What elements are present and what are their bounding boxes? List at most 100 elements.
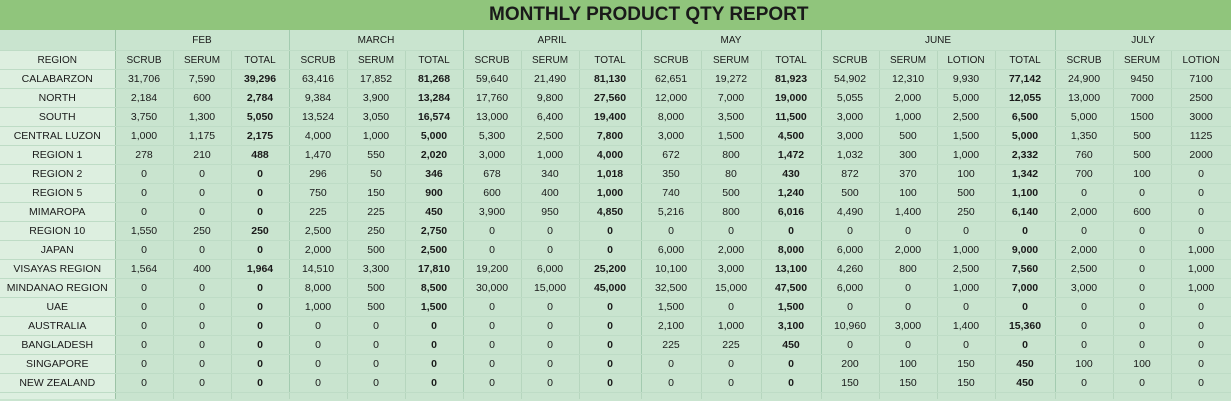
total-cell[interactable]: 27,560 bbox=[579, 88, 642, 108]
total-cell[interactable]: 1,342 bbox=[995, 164, 1056, 184]
qty-cell[interactable]: 150 bbox=[937, 354, 996, 374]
qty-cell[interactable]: 0 bbox=[1113, 221, 1172, 241]
qty-cell[interactable]: 2000 bbox=[1171, 145, 1231, 165]
qty-cell[interactable]: 3,000 bbox=[463, 145, 522, 165]
qty-cell[interactable]: 4,260 bbox=[821, 259, 880, 279]
qty-cell[interactable]: 225 bbox=[289, 202, 348, 222]
blank-header-cell[interactable] bbox=[0, 30, 116, 51]
qty-cell[interactable]: 0 bbox=[173, 373, 232, 393]
total-cell[interactable]: 5,050 bbox=[231, 107, 290, 127]
qty-cell[interactable]: 0 bbox=[879, 335, 938, 355]
qty-cell[interactable]: 750 bbox=[289, 183, 348, 203]
total-cell[interactable]: 5,000 bbox=[405, 126, 464, 146]
region-cell[interactable]: AUSTRALIA bbox=[0, 316, 116, 336]
empty-cell[interactable] bbox=[0, 392, 116, 399]
qty-cell[interactable]: 1,000 bbox=[701, 316, 762, 336]
qty-cell[interactable]: 0 bbox=[1113, 316, 1172, 336]
qty-cell[interactable]: 0 bbox=[1055, 373, 1114, 393]
qty-cell[interactable]: 13,000 bbox=[463, 107, 522, 127]
total-cell[interactable]: 6,016 bbox=[761, 202, 822, 222]
qty-cell[interactable]: 500 bbox=[347, 278, 406, 298]
qty-cell[interactable]: 3,900 bbox=[463, 202, 522, 222]
qty-cell[interactable]: 6,400 bbox=[521, 107, 580, 127]
column-header-june-total[interactable]: TOTAL bbox=[995, 50, 1056, 70]
total-cell[interactable]: 7,000 bbox=[995, 278, 1056, 298]
qty-cell[interactable]: 0 bbox=[701, 354, 762, 374]
region-cell[interactable]: REGION 10 bbox=[0, 221, 116, 241]
qty-cell[interactable]: 0 bbox=[641, 221, 702, 241]
qty-cell[interactable]: 3,000 bbox=[821, 126, 880, 146]
region-cell[interactable]: BANGLADESH bbox=[0, 335, 116, 355]
qty-cell[interactable]: 6,000 bbox=[521, 259, 580, 279]
total-cell[interactable]: 346 bbox=[405, 164, 464, 184]
qty-cell[interactable]: 2,000 bbox=[701, 240, 762, 260]
qty-cell[interactable]: 31,706 bbox=[115, 69, 174, 89]
total-cell[interactable]: 0 bbox=[579, 335, 642, 355]
report-title-cell[interactable]: MONTHLY PRODUCT QTY REPORT bbox=[0, 0, 1231, 30]
qty-cell[interactable]: 872 bbox=[821, 164, 880, 184]
empty-cell[interactable] bbox=[1171, 392, 1231, 399]
qty-cell[interactable]: 1,350 bbox=[1055, 126, 1114, 146]
empty-cell[interactable] bbox=[995, 392, 1056, 399]
qty-cell[interactable]: 250 bbox=[347, 221, 406, 241]
total-cell[interactable]: 16,574 bbox=[405, 107, 464, 127]
total-cell[interactable]: 0 bbox=[579, 373, 642, 393]
qty-cell[interactable]: 0 bbox=[347, 335, 406, 355]
qty-cell[interactable]: 0 bbox=[1171, 335, 1231, 355]
qty-cell[interactable]: 8,000 bbox=[289, 278, 348, 298]
qty-cell[interactable]: 2,500 bbox=[937, 107, 996, 127]
qty-cell[interactable]: 150 bbox=[937, 373, 996, 393]
qty-cell[interactable]: 0 bbox=[115, 202, 174, 222]
total-cell[interactable]: 17,810 bbox=[405, 259, 464, 279]
month-header-april[interactable]: APRIL bbox=[463, 30, 642, 51]
qty-cell[interactable]: 100 bbox=[879, 183, 938, 203]
column-header-march-scrub[interactable]: SCRUB bbox=[289, 50, 348, 70]
total-cell[interactable]: 0 bbox=[761, 221, 822, 241]
qty-cell[interactable]: 3,000 bbox=[879, 316, 938, 336]
region-cell[interactable]: NORTH bbox=[0, 88, 116, 108]
column-header-april-serum[interactable]: SERUM bbox=[521, 50, 580, 70]
qty-cell[interactable]: 5,300 bbox=[463, 126, 522, 146]
total-cell[interactable]: 25,200 bbox=[579, 259, 642, 279]
qty-cell[interactable]: 225 bbox=[701, 335, 762, 355]
qty-cell[interactable]: 3,500 bbox=[701, 107, 762, 127]
qty-cell[interactable]: 0 bbox=[1055, 316, 1114, 336]
total-cell[interactable]: 81,268 bbox=[405, 69, 464, 89]
qty-cell[interactable]: 4,000 bbox=[289, 126, 348, 146]
total-cell[interactable]: 1,500 bbox=[761, 297, 822, 317]
qty-cell[interactable]: 2,000 bbox=[289, 240, 348, 260]
qty-cell[interactable]: 672 bbox=[641, 145, 702, 165]
total-cell[interactable]: 0 bbox=[405, 335, 464, 355]
qty-cell[interactable]: 600 bbox=[1113, 202, 1172, 222]
qty-cell[interactable]: 0 bbox=[173, 297, 232, 317]
region-cell[interactable]: VISAYAS REGION bbox=[0, 259, 116, 279]
total-cell[interactable]: 1,100 bbox=[995, 183, 1056, 203]
qty-cell[interactable]: 14,510 bbox=[289, 259, 348, 279]
qty-cell[interactable]: 800 bbox=[879, 259, 938, 279]
qty-cell[interactable]: 100 bbox=[1055, 354, 1114, 374]
total-cell[interactable]: 250 bbox=[231, 221, 290, 241]
qty-cell[interactable]: 0 bbox=[173, 164, 232, 184]
qty-cell[interactable]: 13,000 bbox=[1055, 88, 1114, 108]
total-cell[interactable]: 2,020 bbox=[405, 145, 464, 165]
qty-cell[interactable]: 0 bbox=[173, 278, 232, 298]
qty-cell[interactable]: 5,000 bbox=[1055, 107, 1114, 127]
total-cell[interactable]: 0 bbox=[231, 240, 290, 260]
qty-cell[interactable]: 0 bbox=[821, 335, 880, 355]
qty-cell[interactable]: 0 bbox=[1113, 183, 1172, 203]
qty-cell[interactable]: 3,000 bbox=[821, 107, 880, 127]
empty-cell[interactable] bbox=[1113, 392, 1172, 399]
qty-cell[interactable]: 0 bbox=[821, 297, 880, 317]
column-header-april-total[interactable]: TOTAL bbox=[579, 50, 642, 70]
total-cell[interactable]: 39,296 bbox=[231, 69, 290, 89]
month-header-feb[interactable]: FEB bbox=[115, 30, 290, 51]
qty-cell[interactable]: 7000 bbox=[1113, 88, 1172, 108]
empty-cell[interactable] bbox=[405, 392, 464, 399]
qty-cell[interactable]: 0 bbox=[115, 316, 174, 336]
column-header-july-serum[interactable]: SERUM bbox=[1113, 50, 1172, 70]
qty-cell[interactable]: 0 bbox=[821, 221, 880, 241]
qty-cell[interactable]: 0 bbox=[521, 297, 580, 317]
total-cell[interactable]: 430 bbox=[761, 164, 822, 184]
month-header-march[interactable]: MARCH bbox=[289, 30, 464, 51]
qty-cell[interactable]: 3,000 bbox=[1055, 278, 1114, 298]
